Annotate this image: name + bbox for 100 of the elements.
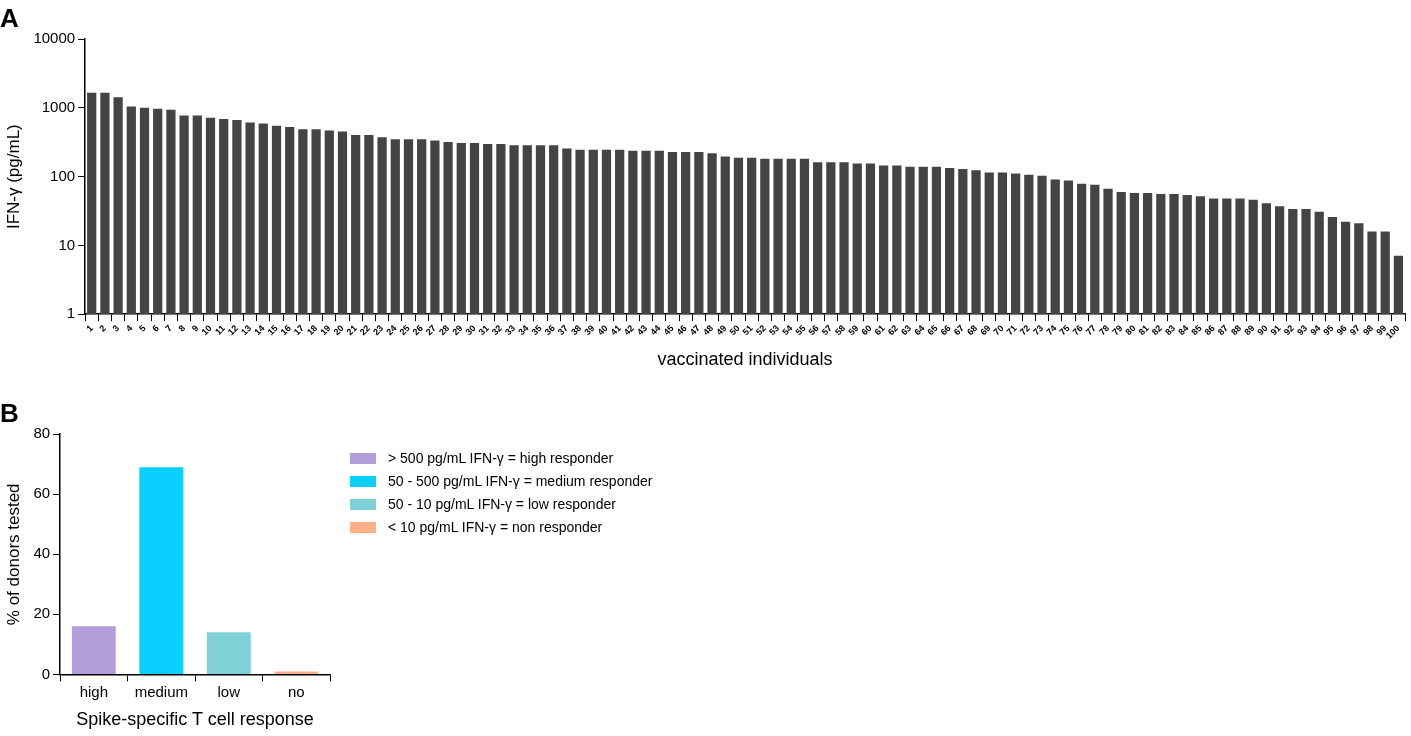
x-tick-label: 69 bbox=[978, 323, 993, 338]
x-tick-label: 48 bbox=[701, 323, 716, 338]
x-tick-label: 38 bbox=[569, 323, 584, 338]
x-tick-label: 42 bbox=[621, 323, 637, 338]
x-tick-label: 7 bbox=[163, 323, 175, 334]
legend-label: 50 - 10 pg/mL IFN-γ = low responder bbox=[388, 496, 616, 512]
y-tick-label: 10000 bbox=[33, 29, 76, 47]
chart-title: A bbox=[0, 2, 19, 33]
x-tick-label: 65 bbox=[925, 323, 940, 338]
x-tick-label: 44 bbox=[648, 323, 663, 338]
x-tick-label: 23 bbox=[371, 323, 386, 338]
x-tick-label: 84 bbox=[1176, 323, 1191, 338]
x-tick-label: 20 bbox=[331, 323, 346, 338]
x-tick-label: 55 bbox=[793, 323, 808, 338]
x-tick-label: 31 bbox=[476, 323, 491, 338]
legend-label: 50 - 500 pg/mL IFN-γ = medium responder bbox=[388, 473, 653, 489]
x-tick-label: 51 bbox=[740, 323, 755, 338]
x-tick-label: 9 bbox=[189, 323, 201, 334]
x-tick-label: 29 bbox=[450, 323, 465, 338]
x-tick-label: 54 bbox=[780, 323, 795, 338]
x-tick-label: 18 bbox=[305, 323, 320, 338]
x-tick-label: 63 bbox=[899, 323, 914, 338]
x-tick-label: 70 bbox=[991, 323, 1006, 338]
x-tick-label: 87 bbox=[1215, 323, 1230, 338]
x-tick-label: 81 bbox=[1136, 323, 1151, 338]
y-tick-label: 60 bbox=[33, 484, 51, 502]
x-tick-label: 91 bbox=[1268, 323, 1283, 338]
x-tick-label: 34 bbox=[516, 323, 531, 338]
x-tick-label: 3 bbox=[110, 323, 122, 334]
x-tick-label: 52 bbox=[753, 323, 769, 338]
x-tick-label: 33 bbox=[503, 323, 518, 338]
y-axis-title: IFN-γ (pg/mL) bbox=[3, 124, 23, 230]
x-tick-label: 97 bbox=[1347, 323, 1362, 338]
x-tick-label: 74 bbox=[1044, 323, 1059, 338]
x-tick-label: high bbox=[79, 682, 108, 700]
y-tick-label: 10 bbox=[58, 235, 76, 253]
x-tick-label: 35 bbox=[529, 323, 544, 338]
x-tick-label: 59 bbox=[846, 323, 861, 338]
x-tick-label: 93 bbox=[1295, 323, 1310, 338]
x-tick-label: 82 bbox=[1149, 323, 1164, 338]
x-tick-label: 12 bbox=[225, 323, 241, 338]
x-tick-label: 67 bbox=[951, 323, 967, 338]
x-tick-label: 56 bbox=[806, 323, 821, 338]
x-tick-label: 73 bbox=[1031, 323, 1046, 338]
x-tick-label: 37 bbox=[555, 323, 571, 338]
x-tick-label: 53 bbox=[767, 323, 782, 338]
x-tick-label: 60 bbox=[859, 323, 874, 338]
y-tick-label: 0 bbox=[41, 664, 51, 682]
x-tick-label: 85 bbox=[1189, 323, 1204, 338]
x-tick-label: 22 bbox=[357, 323, 373, 338]
x-tick-label: 76 bbox=[1070, 323, 1085, 338]
x-tick-label: 95 bbox=[1321, 323, 1336, 338]
y-tick-label: 20 bbox=[33, 604, 51, 622]
x-tick-label: 77 bbox=[1083, 323, 1098, 338]
x-tick-label: 39 bbox=[582, 323, 597, 338]
x-tick-label: 50 bbox=[727, 323, 742, 338]
x-tick-label: 6 bbox=[150, 323, 161, 334]
x-tick-label: 41 bbox=[608, 323, 623, 338]
x-tick-label: 75 bbox=[1057, 323, 1072, 338]
x-tick-label: 11 bbox=[213, 323, 227, 337]
x-tick-label: medium bbox=[134, 682, 188, 700]
y-tick-label: 40 bbox=[33, 544, 51, 562]
x-tick-label: 83 bbox=[1163, 323, 1178, 338]
x-tick-label: 27 bbox=[423, 323, 439, 338]
x-tick-label: no bbox=[287, 682, 305, 700]
x-tick-label: 1 bbox=[84, 323, 95, 334]
x-tick-label: 5 bbox=[137, 323, 148, 334]
x-tick-label: 19 bbox=[318, 323, 333, 338]
x-tick-label: 16 bbox=[278, 323, 293, 338]
x-tick-label: 4 bbox=[123, 323, 135, 334]
x-tick-label: 2 bbox=[97, 323, 109, 334]
x-tick-label: 28 bbox=[437, 323, 452, 338]
y-tick-label: 1 bbox=[66, 304, 76, 322]
x-axis-title: vaccinated individuals bbox=[657, 349, 833, 370]
legend-label: < 10 pg/mL IFN-γ = non responder bbox=[388, 519, 603, 535]
x-tick-label: 72 bbox=[1017, 323, 1032, 338]
x-tick-label: 90 bbox=[1255, 323, 1270, 338]
y-tick-label: 1000 bbox=[41, 98, 76, 116]
y-tick-label: 80 bbox=[33, 424, 51, 442]
x-tick-label: 62 bbox=[885, 323, 901, 338]
x-tick-label: 8 bbox=[176, 323, 188, 334]
x-tick-label: 21 bbox=[344, 323, 359, 338]
x-tick-label: 80 bbox=[1123, 323, 1138, 338]
x-tick-label: 36 bbox=[542, 323, 557, 338]
x-tick-label: 26 bbox=[410, 323, 425, 338]
y-tick-label: 100 bbox=[50, 166, 76, 184]
x-tick-label: 71 bbox=[1004, 323, 1019, 338]
y-axis-title: % of donors tested bbox=[3, 483, 23, 626]
x-tick-label: 58 bbox=[833, 323, 848, 338]
x-tick-label: 78 bbox=[1097, 323, 1112, 338]
x-tick-label: 94 bbox=[1308, 323, 1323, 338]
x-tick-label: 98 bbox=[1361, 323, 1376, 338]
x-tick-label: 43 bbox=[635, 323, 650, 338]
x-tick-label: 15 bbox=[265, 323, 280, 338]
legend-label: > 500 pg/mL IFN-γ = high responder bbox=[388, 450, 614, 466]
x-tick-label: 49 bbox=[714, 323, 729, 338]
x-tick-label: 96 bbox=[1334, 323, 1349, 338]
x-tick-label: 66 bbox=[938, 323, 953, 338]
x-tick-label: 24 bbox=[384, 323, 399, 338]
x-tick-label: 25 bbox=[397, 323, 412, 338]
